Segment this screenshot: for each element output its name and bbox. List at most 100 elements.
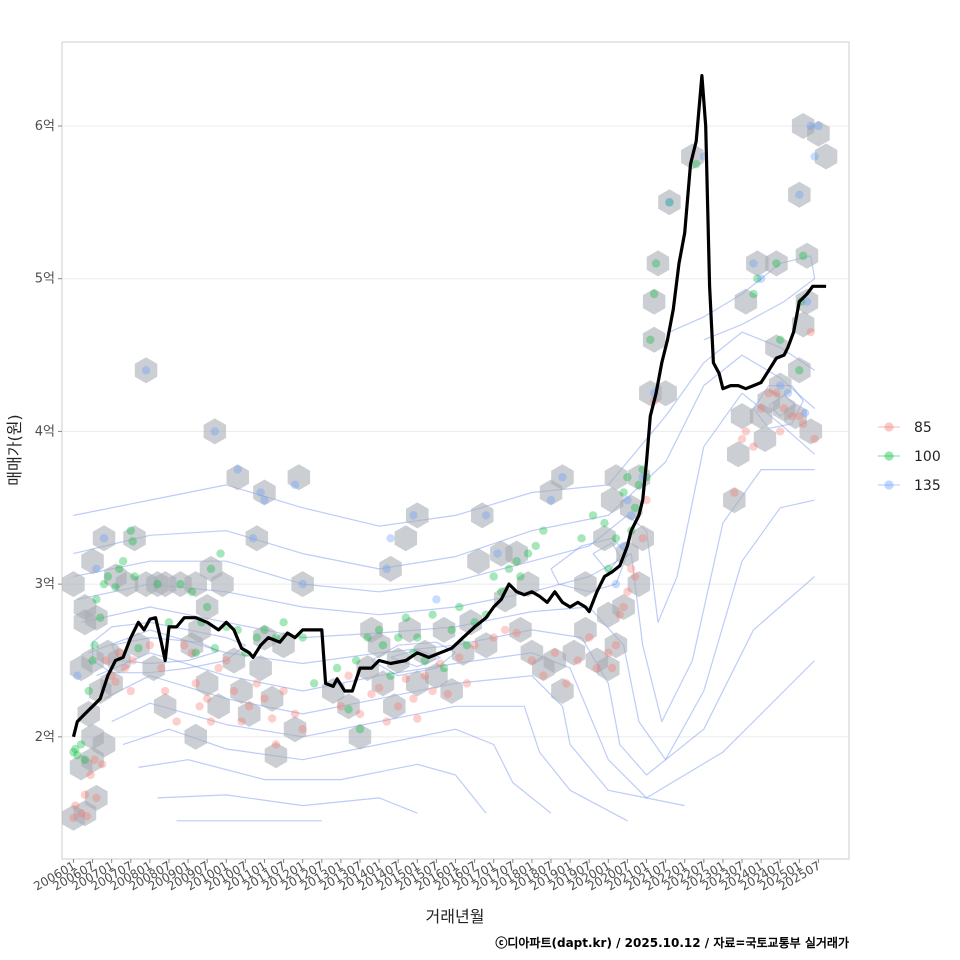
data-point-135 [141,366,151,375]
density-contour [73,354,815,570]
data-point-100 [531,541,540,551]
data-point-85 [222,656,231,665]
hex-bin [784,403,807,430]
data-point-85 [455,653,464,662]
data-point-85 [115,648,124,658]
hex-bin [371,670,395,697]
data-point-135 [233,465,242,474]
data-point-85 [737,434,747,444]
data-point-85 [764,389,773,398]
hex-bin [474,632,498,659]
data-point-85 [604,648,613,658]
data-point-100 [363,633,372,642]
hex-bin [291,571,314,598]
data-point-135 [665,198,674,207]
data-point-85 [623,587,632,596]
data-point-85 [607,663,617,673]
data-point-85 [382,717,391,726]
hex-bin [516,571,540,598]
data-point-135 [382,564,391,574]
hex-bin [788,357,811,384]
hex-bin [505,540,528,567]
data-point-100 [795,366,804,375]
data-point-135 [386,534,395,543]
hex-bin [203,418,227,445]
hex-bin [604,632,628,659]
data-point-85 [779,404,789,413]
y-axis: 2억 3억 4억 5억 6억 [35,119,62,745]
data-point-100 [772,259,781,268]
data-point-100 [309,679,319,688]
data-point-85 [128,656,137,665]
data-point-85 [271,740,281,749]
data-point-85 [191,679,200,688]
data-point-85 [336,702,346,711]
hex-bin [226,464,249,491]
y-tick-label: 3억 [35,577,55,592]
hex-bin [799,418,823,445]
hex-bin [765,334,788,361]
hex-bin [432,616,456,643]
data-point-85 [428,686,437,696]
data-point-85 [413,714,422,723]
hex-bin [795,242,819,269]
data-point-85 [97,760,107,769]
legend-key-100 [884,451,894,461]
data-point-85 [489,633,498,642]
hex-bin [574,571,597,598]
data-point-100 [378,641,388,650]
data-point-85 [237,717,246,726]
data-point-100 [260,625,269,635]
data-point-85 [180,641,189,650]
hex-bin [574,616,597,643]
median-price-line [71,73,827,738]
data-point-135 [432,595,441,604]
series-100-points [69,159,808,764]
legend-label-85: 85 [914,420,932,436]
hex-bin [620,494,643,521]
hex-bin [142,655,165,682]
hex-bin [551,678,574,704]
data-point-85 [206,717,216,726]
data-point-100 [512,557,521,566]
hex-bin [788,181,811,208]
data-point-100 [202,602,212,612]
data-point-100 [279,618,288,627]
hex-bin [730,403,754,430]
hex-bin [245,525,269,552]
hex-bin [604,464,628,491]
data-point-100 [191,648,200,658]
data-point-100 [646,335,655,344]
data-point-100 [298,633,307,642]
data-point-85 [290,709,300,719]
data-point-100 [462,641,472,650]
data-point-135 [800,408,810,418]
data-point-85 [126,686,135,696]
data-point-85 [86,770,95,780]
data-point-85 [252,679,262,688]
hex-bin [493,586,517,613]
data-point-135 [256,488,265,497]
data-point-100 [115,564,124,574]
hex-bin [551,464,574,491]
data-point-135 [814,121,823,131]
data-point-85 [279,686,288,696]
hex-bin [795,288,819,315]
data-point-100 [216,549,225,558]
data-point-85 [172,717,181,726]
data-point-85 [573,656,582,665]
data-point-135 [99,534,109,543]
hex-bin [723,487,746,514]
data-point-85 [741,427,751,436]
data-point-85 [795,411,804,421]
data-point-100 [128,537,137,546]
data-point-100 [776,335,785,344]
data-point-100 [393,633,403,642]
hex-bin [383,693,406,720]
hex-bin [134,357,158,384]
data-point-100 [665,198,674,207]
data-point-85 [787,411,796,421]
hex-bin [459,609,482,636]
y-tick-label: 5억 [35,272,55,287]
